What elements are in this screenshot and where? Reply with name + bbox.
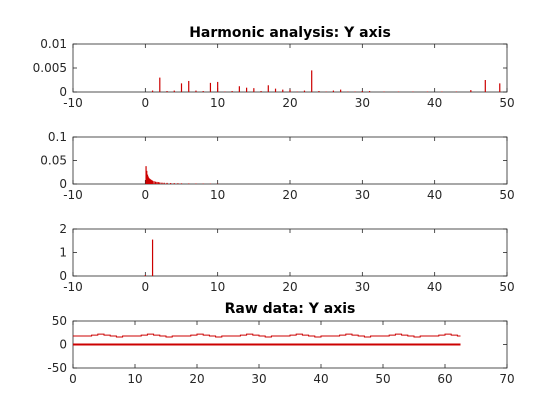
x-tick-label: 40 xyxy=(427,280,442,294)
x-tick-label: 20 xyxy=(189,372,204,386)
x-tick-label: 20 xyxy=(282,96,297,110)
x-tick-label: 0 xyxy=(142,280,150,294)
x-tick-label: 10 xyxy=(210,96,225,110)
y-tick-label: -50 xyxy=(47,361,67,375)
x-tick-label: 40 xyxy=(427,96,442,110)
y-tick-label: 0.01 xyxy=(40,37,67,51)
y-tick-label: 0 xyxy=(59,177,67,191)
x-tick-label: 10 xyxy=(210,280,225,294)
x-tick-label: 10 xyxy=(210,188,225,202)
y-tick-label: 0.1 xyxy=(48,130,67,144)
y-tick-label: 2 xyxy=(59,222,67,236)
y-tick-label: 0 xyxy=(59,85,67,99)
x-tick-label: 50 xyxy=(499,280,514,294)
x-tick-label: -10 xyxy=(63,188,83,202)
x-tick-label: -10 xyxy=(63,280,83,294)
plot-area xyxy=(72,228,508,277)
x-tick-label: 0 xyxy=(69,372,77,386)
x-tick-label: 30 xyxy=(355,280,370,294)
y-tick-label: 0.05 xyxy=(40,154,67,168)
x-tick-label: 20 xyxy=(282,280,297,294)
x-tick-label: 0 xyxy=(142,96,150,110)
y-tick-label: 0 xyxy=(59,338,67,352)
x-tick-label: 60 xyxy=(437,372,452,386)
x-tick-label: 20 xyxy=(282,188,297,202)
chart-title: Harmonic analysis: Y axis xyxy=(189,25,391,41)
x-tick-label: 0 xyxy=(142,188,150,202)
y-tick-label: 1 xyxy=(59,246,67,260)
plot-area xyxy=(72,43,508,93)
plot-area xyxy=(72,136,508,185)
y-tick-label: 0 xyxy=(59,269,67,283)
x-tick-label: 40 xyxy=(427,188,442,202)
x-tick-label: 30 xyxy=(355,96,370,110)
x-tick-label: 50 xyxy=(499,96,514,110)
x-tick-label: 30 xyxy=(251,372,266,386)
x-tick-label: -10 xyxy=(63,96,83,110)
x-tick-label: 50 xyxy=(375,372,390,386)
y-tick-label: 0.005 xyxy=(33,61,67,75)
chart-title: Raw data: Y axis xyxy=(225,301,356,317)
x-tick-label: 40 xyxy=(313,372,328,386)
x-tick-label: 70 xyxy=(499,372,514,386)
series-line-1 xyxy=(73,333,461,338)
x-tick-label: 30 xyxy=(355,188,370,202)
x-tick-label: 50 xyxy=(499,188,514,202)
y-tick-label: 50 xyxy=(52,314,67,328)
x-tick-label: 10 xyxy=(127,372,142,386)
